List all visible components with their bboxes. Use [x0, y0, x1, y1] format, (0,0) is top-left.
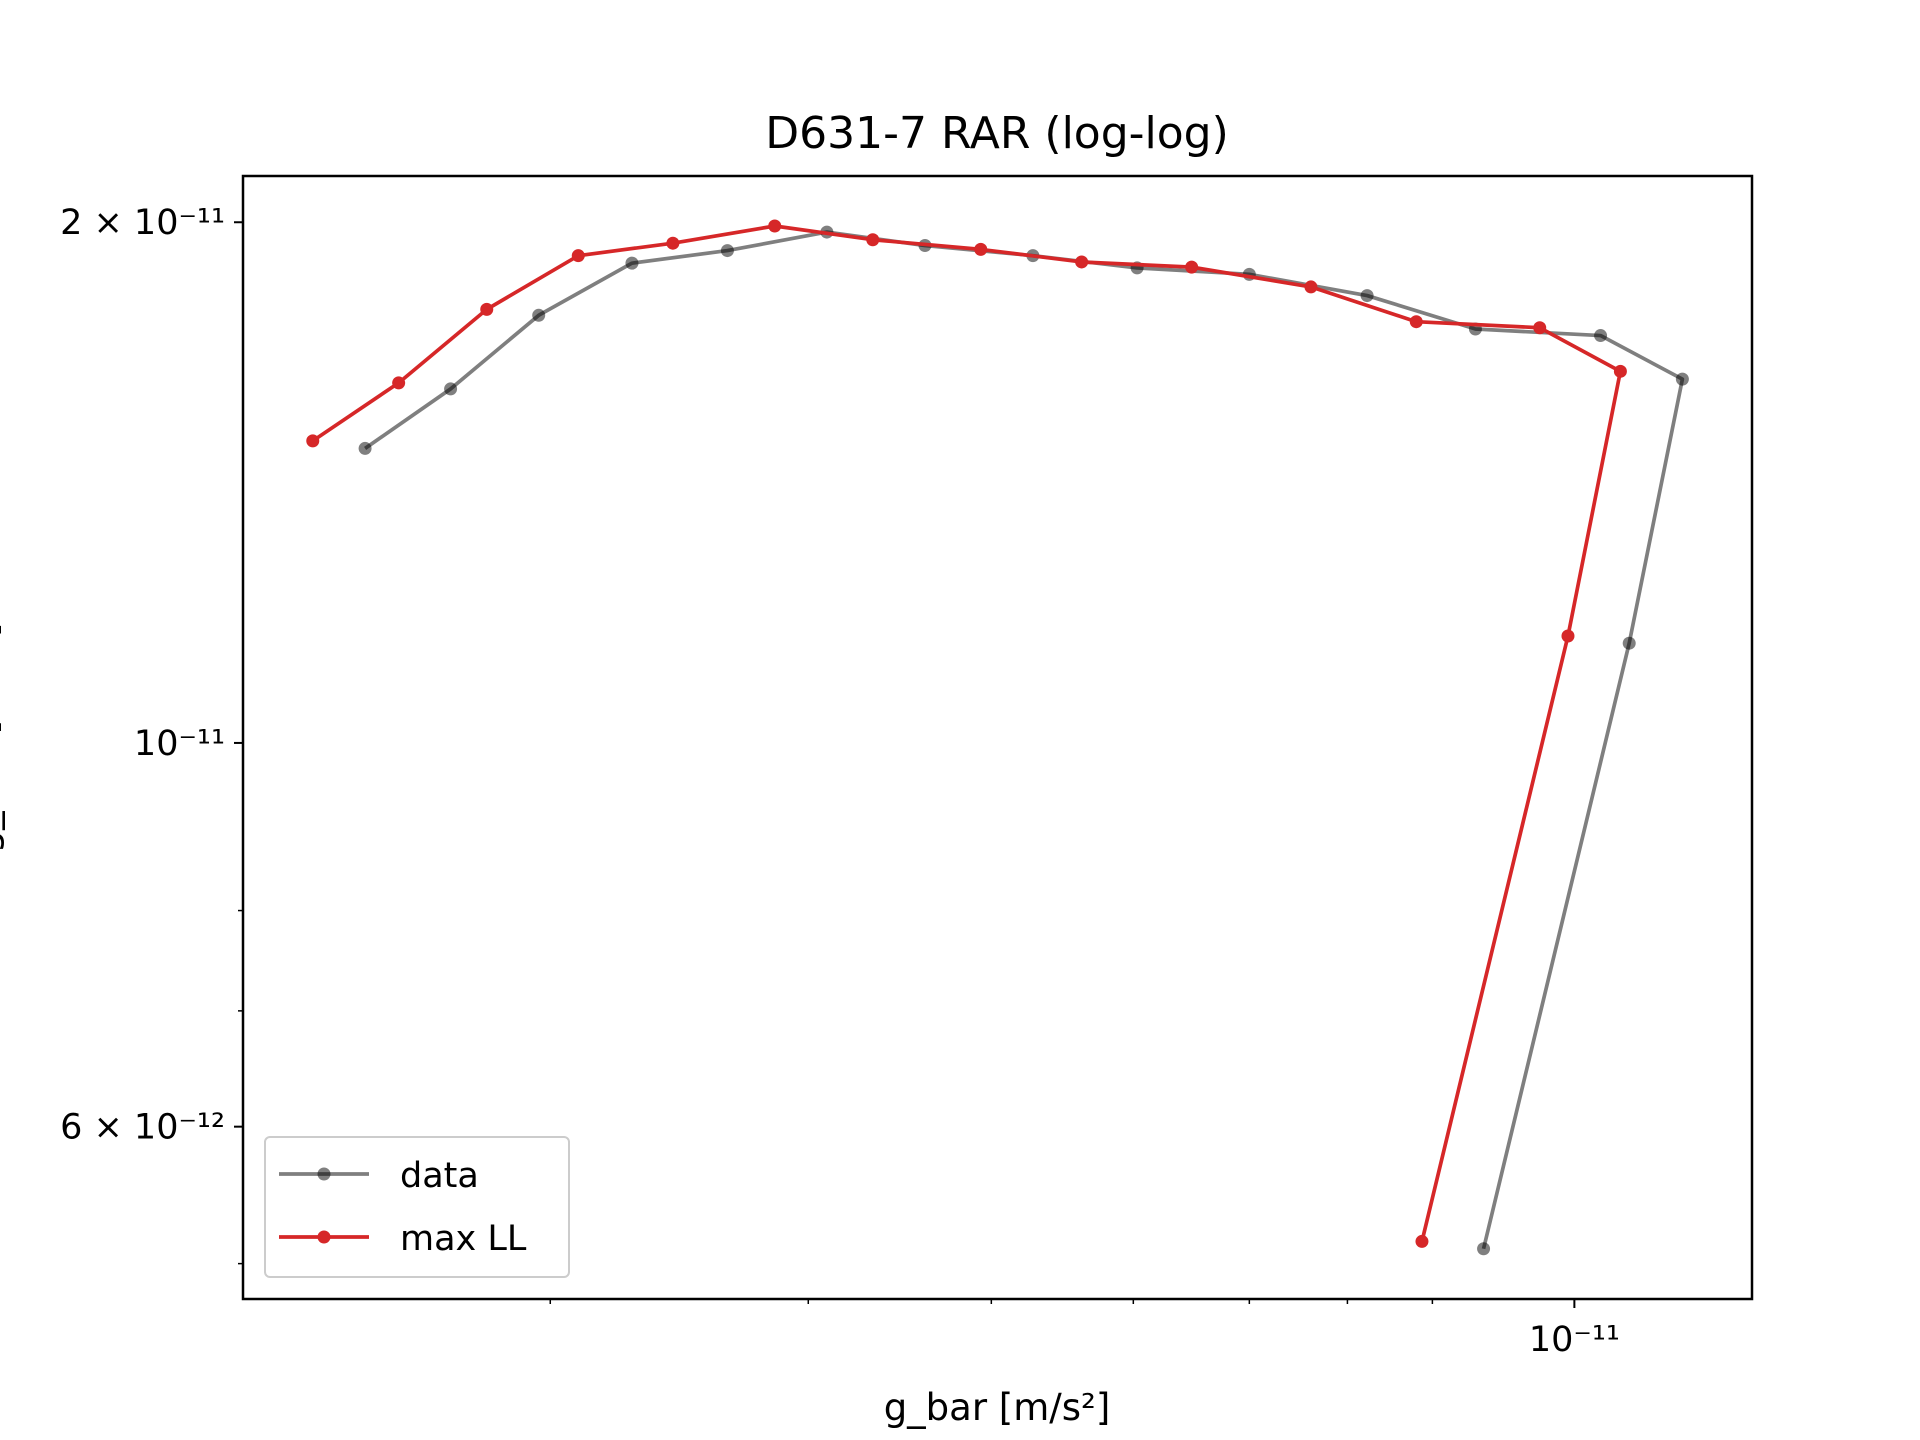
y-axis-label: g_obs [m/s²] — [0, 623, 5, 854]
legend-marker — [317, 1167, 331, 1181]
data-point — [1360, 289, 1374, 303]
legend-label: max LL — [400, 1219, 527, 1259]
data-point — [666, 236, 680, 250]
plot-frame — [241, 174, 1754, 1301]
data-point — [1561, 629, 1575, 643]
data-point — [392, 376, 406, 390]
data-point — [1533, 321, 1547, 335]
data-point — [532, 308, 546, 322]
legend-marker — [317, 1230, 331, 1244]
data-point — [358, 441, 372, 455]
data-point — [306, 434, 320, 448]
data-point — [1675, 372, 1689, 386]
data-point — [1594, 329, 1608, 343]
data-point — [571, 249, 585, 263]
series-line — [311, 224, 1623, 1242]
data-point — [444, 382, 458, 396]
data-point — [1409, 315, 1423, 329]
legend-box — [264, 1136, 570, 1278]
data-point — [1477, 1242, 1491, 1256]
series-line — [364, 230, 1685, 1250]
data-point — [1185, 260, 1199, 274]
data-point — [1613, 364, 1627, 378]
data-point — [974, 242, 988, 256]
data-point — [1415, 1234, 1429, 1248]
y-tick-label: 10⁻¹¹ — [134, 724, 225, 764]
data-point — [1075, 255, 1089, 269]
plot-data — [306, 219, 1689, 1256]
data-point — [768, 219, 782, 233]
x-tick-label: 10⁻¹¹ — [1529, 1320, 1620, 1360]
data-point — [625, 256, 639, 270]
y-tick-label: 2 × 10⁻¹¹ — [60, 203, 225, 243]
legend-label: data — [400, 1156, 479, 1196]
data-point — [866, 233, 880, 247]
data-point — [1304, 280, 1318, 294]
data-point — [1622, 636, 1636, 650]
y-tick-label: 6 × 10⁻¹² — [60, 1108, 225, 1148]
x-axis-label: g_bar [m/s²] — [884, 1386, 1111, 1429]
data-point — [480, 302, 494, 316]
chart-title: D631-7 RAR (log-log) — [765, 108, 1229, 159]
data-point — [720, 244, 734, 258]
